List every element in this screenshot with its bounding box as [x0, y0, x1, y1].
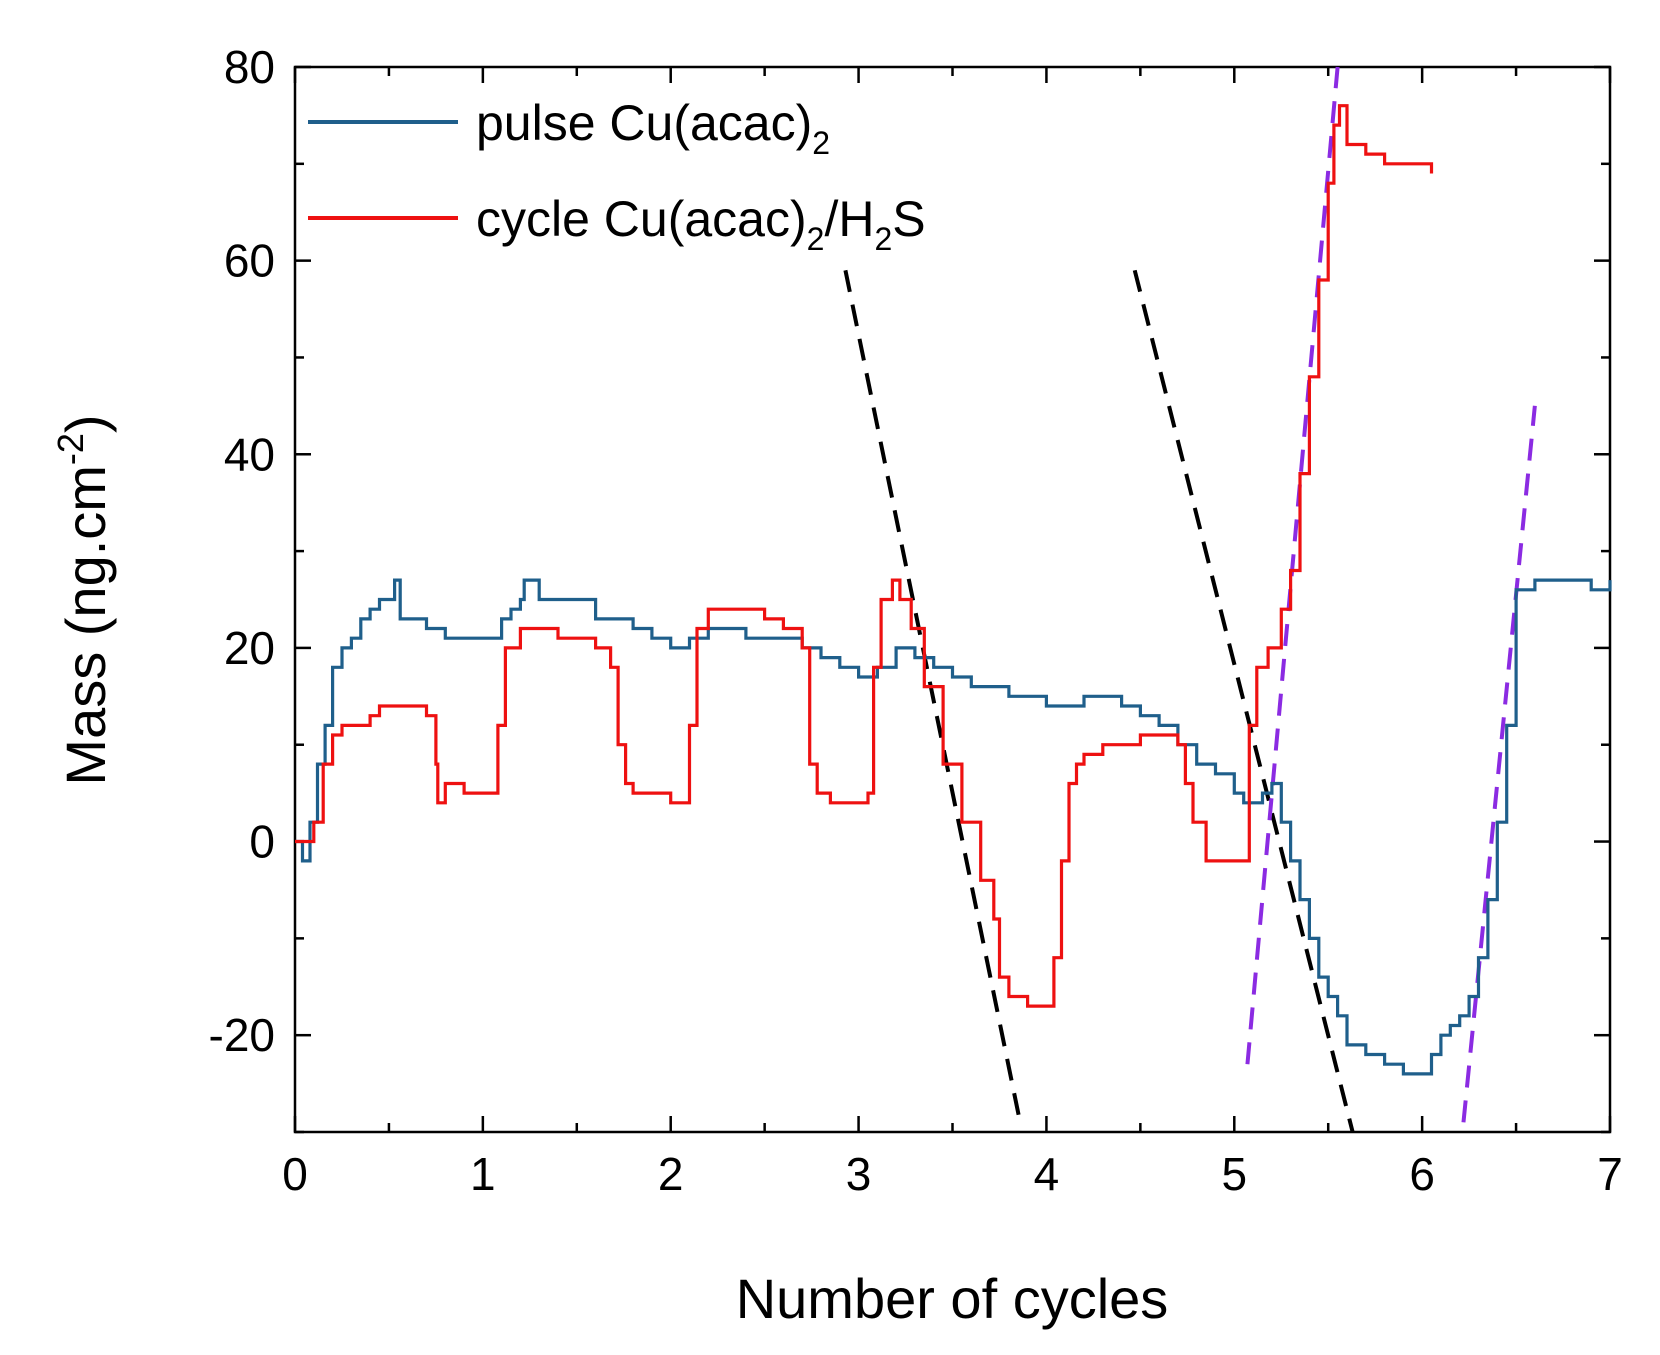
x-tick-label: 1 [470, 1148, 496, 1200]
black-dashed-guide [1132, 269, 1355, 1133]
y-tick-label: 60 [224, 235, 275, 287]
y-tick-label: -20 [209, 1009, 275, 1061]
y-tick-label: 40 [224, 428, 275, 480]
x-tick-label: 3 [846, 1148, 872, 1200]
x-axis-title: Number of cycles [736, 1267, 1169, 1330]
legend-label-pulse-main: pulse Cu(acac) [476, 95, 812, 151]
y-axis-title-end: ) [54, 414, 117, 433]
y-tick-label: 0 [249, 816, 275, 868]
legend-label-pulse-sub: 2 [812, 125, 830, 161]
y-tick-labels: -20 0 20 40 60 80 [209, 41, 275, 1061]
x-tick-label: 4 [1034, 1148, 1060, 1200]
y-tick-label: 20 [224, 622, 275, 674]
purple-dashed-guide [1461, 405, 1537, 1123]
legend-label-cycle-sub2: 2 [874, 221, 892, 257]
purple-dashed-guide [1245, 66, 1340, 1065]
legend-label-cycle-sub: 2 [807, 221, 825, 257]
series-lines [295, 104, 1612, 1076]
x-tick-label: 5 [1221, 1148, 1247, 1200]
y-tick-label: 80 [224, 41, 275, 93]
x-tick-label: 7 [1597, 1148, 1623, 1200]
x-tick-label: 2 [658, 1148, 684, 1200]
legend-label-cycle-end: S [892, 191, 925, 247]
legend-label-cycle: cycle Cu(acac)2/H2S [476, 191, 926, 257]
series-line-cycle [295, 104, 1434, 1008]
fit-guide-lines [843, 66, 1537, 1133]
legend-label-cycle-main: cycle Cu(acac) [476, 191, 807, 247]
x-tick-label: 6 [1409, 1148, 1435, 1200]
x-tick-labels: 0 1 2 3 4 5 6 7 [282, 1148, 1623, 1200]
legend: pulse Cu(acac)2 cycle Cu(acac)2/H2S [308, 95, 926, 257]
y-axis-title-main: Mass (ng.cm [54, 465, 117, 786]
legend-label-cycle-mid: /H [824, 191, 874, 247]
x-tick-label: 0 [282, 1148, 308, 1200]
y-axis-title-sup: -2 [50, 433, 91, 465]
black-dashed-guide [843, 269, 1023, 1123]
legend-label-pulse: pulse Cu(acac)2 [476, 95, 830, 161]
y-axis-title: Mass (ng.cm-2) [50, 414, 117, 785]
series-line-pulse [295, 578, 1612, 1076]
